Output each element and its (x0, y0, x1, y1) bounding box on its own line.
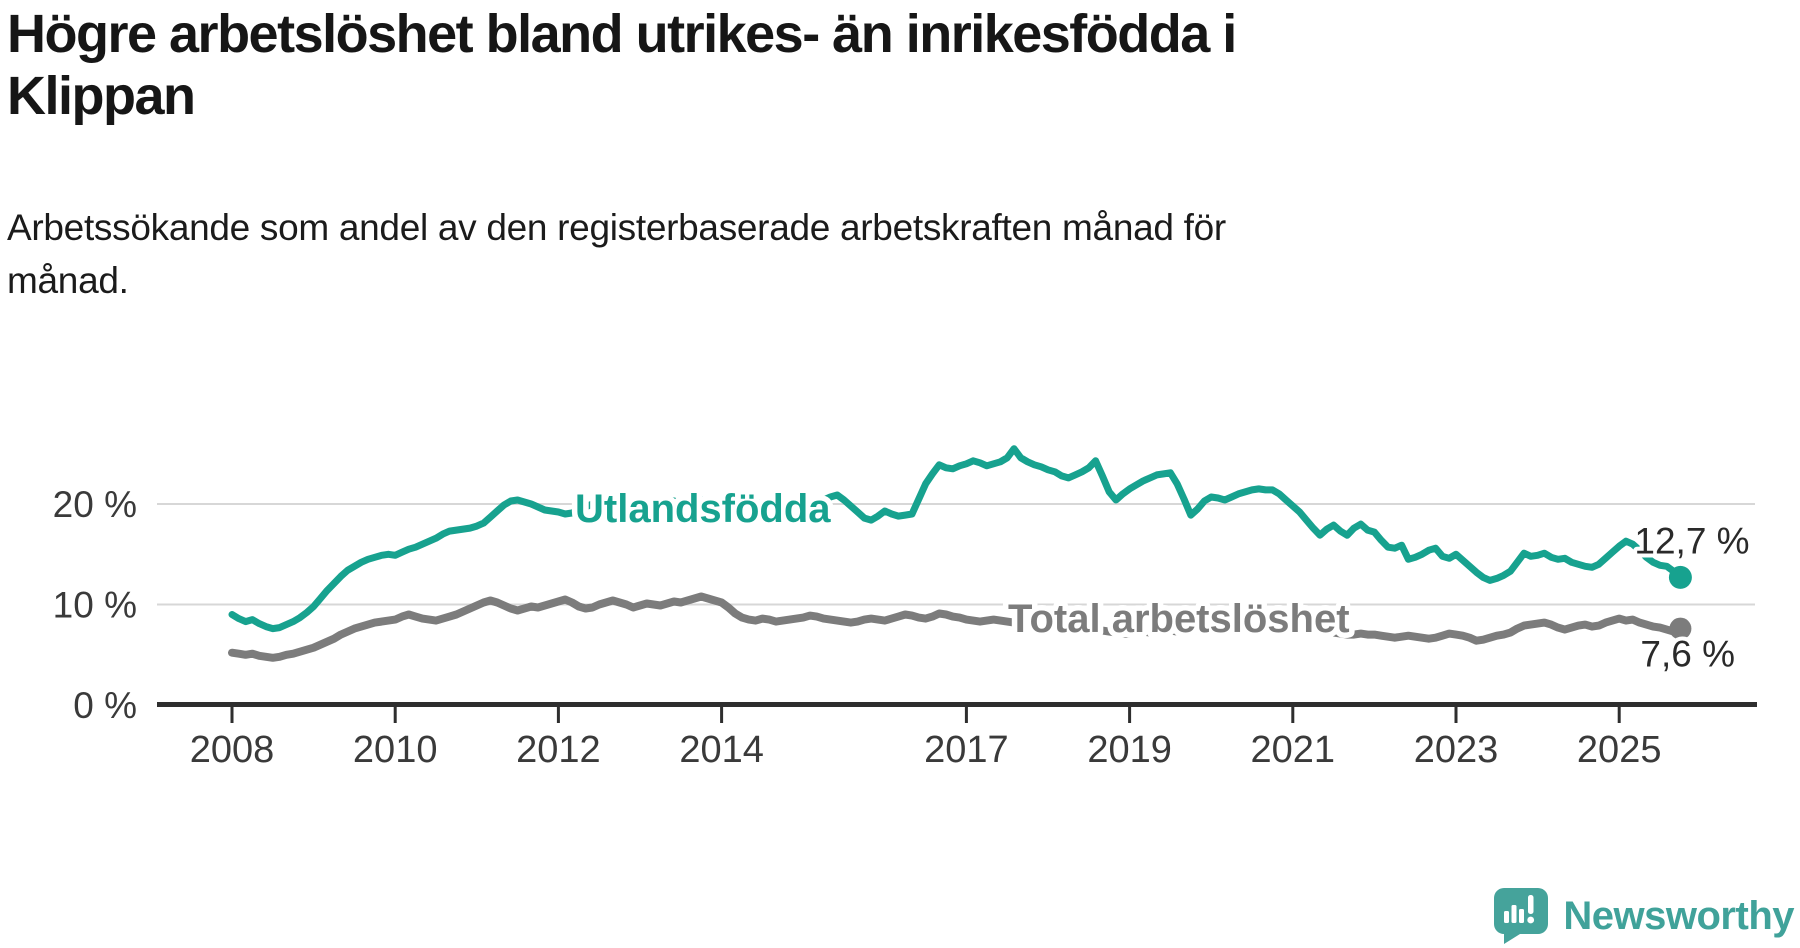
utlandsfodda-line (228, 445, 1684, 633)
x-tick-label: 2019 (1087, 729, 1172, 771)
newsworthy-logo: Newsworthy (1493, 887, 1794, 945)
x-tick-label: 2017 (924, 729, 1009, 771)
series-lines (228, 445, 1692, 662)
utlandsfodda-end-dot (1668, 565, 1692, 589)
chart-title: Högre arbetslöshet bland utrikes- än inr… (7, 4, 1237, 126)
series-label-total-arbetsloshet: Total arbetslöshet (1008, 597, 1350, 641)
x-tick-label: 2021 (1251, 729, 1336, 771)
x-tick-label: 2010 (353, 729, 438, 771)
total-arbetsloshet-line (228, 592, 1685, 662)
x-tick-label: 2012 (516, 729, 601, 771)
y-tick-label: 10 % (53, 585, 137, 626)
series-label-utlandsfodda: Utlandsfödda (575, 487, 831, 531)
x-tick-label: 2025 (1577, 729, 1662, 771)
y-tick-label: 20 % (53, 484, 137, 525)
total-arbetsloshet-end-dot (1669, 617, 1692, 640)
end-value-label-total-arbetsloshet: 7,6 % (1640, 634, 1735, 675)
x-tick-label: 2023 (1414, 729, 1499, 771)
x-tick-label: 2014 (679, 729, 764, 771)
end-value-label-utlandsfodda: 12,7 % (1634, 520, 1749, 561)
gridlines (157, 503, 1755, 606)
x-axis-line (157, 702, 1757, 707)
newsworthy-wordmark: Newsworthy (1563, 893, 1794, 938)
y-axis-labels: 0 % 10 % 20 % (53, 484, 137, 726)
x-tick-label: 2008 (190, 729, 275, 771)
x-axis-ticks: 2008 2010 2012 2014 2017 2019 2021 2023 2025 (190, 705, 1662, 771)
y-tick-label: 0 % (73, 685, 137, 726)
newsworthy-icon (1494, 888, 1549, 944)
chart-subtitle: Arbetssökande som andel av den registerb… (7, 207, 1226, 301)
